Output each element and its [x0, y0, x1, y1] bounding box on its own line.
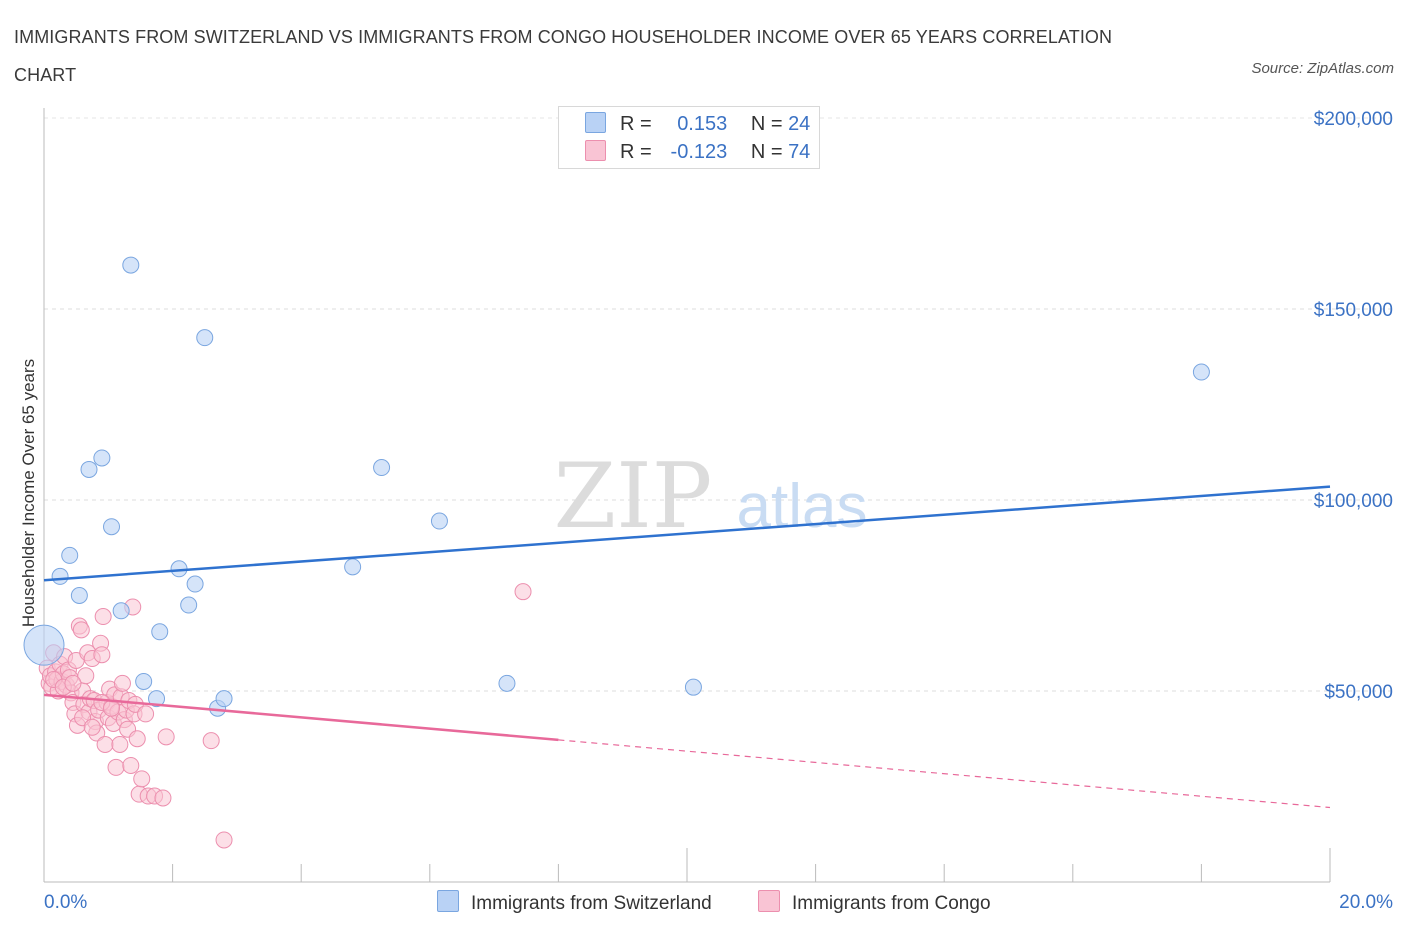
switzerland-point: [80, 460, 98, 478]
watermark: ZIP atlas: [554, 444, 868, 549]
congo-trend-line-extrapolated: [558, 739, 1331, 809]
bottom-legend-swatch-pink: [758, 890, 780, 912]
switzerland-point: [344, 558, 362, 576]
watermark-zip: ZIP: [554, 444, 713, 549]
switzerland-point: [186, 575, 204, 593]
congo-point: [72, 621, 90, 639]
switzerland-point: [51, 567, 69, 585]
congo-point: [113, 674, 131, 692]
bottom-legend-swatch-blue: [437, 890, 459, 912]
switzerland-point-large: [23, 624, 65, 666]
congo-point: [202, 732, 220, 750]
x-tick-label: 20.0%: [1339, 892, 1393, 913]
y-tick-label: $100,000: [1314, 491, 1393, 512]
source-label: Source: ZipAtlas.com: [1251, 60, 1394, 77]
axes: [43, 108, 1331, 883]
congo-point: [154, 789, 172, 807]
congo-point: [128, 730, 146, 748]
grid-lines: [44, 117, 1394, 692]
switzerland-point: [1192, 363, 1210, 381]
legend-row-switzerland: R = 0.153 N = 24: [585, 111, 810, 137]
x-tick-label: 0.0%: [44, 892, 87, 913]
bottom-legend-switzerland: Immigrants from Switzerland: [437, 890, 712, 915]
bottom-legend-label: Immigrants from Congo: [792, 893, 991, 914]
switzerland-point: [215, 690, 233, 708]
legend-r-value: -0.123: [670, 141, 728, 163]
congo-point: [94, 608, 112, 626]
y-axis-label: Householder Income Over 65 years: [19, 358, 38, 628]
congo-point: [137, 705, 155, 723]
congo-point: [122, 756, 140, 774]
y-tick-label: $200,000: [1314, 109, 1393, 130]
switzerland-point: [70, 587, 88, 604]
legend-n-value: 24: [788, 113, 811, 135]
switzerland-point: [103, 518, 121, 536]
y-tick-label: $150,000: [1314, 300, 1393, 321]
congo-point: [133, 770, 151, 788]
switzerland-points: [23, 256, 1210, 717]
switzerland-point: [61, 546, 79, 564]
congo-point: [107, 758, 125, 776]
congo-point: [93, 646, 111, 664]
legend-r-value: 0.153: [677, 113, 728, 135]
switzerland-point: [112, 602, 130, 620]
switzerland-point: [430, 512, 448, 530]
chart-title: IMMIGRANTS FROM SWITZERLAND VS IMMIGRANT…: [14, 27, 1113, 85]
legend-swatch-pink: [585, 140, 606, 161]
switzerland-point: [122, 256, 140, 274]
legend-n-label: N =: [750, 113, 783, 135]
switzerland-point: [148, 690, 166, 708]
switzerland-point: [373, 459, 391, 477]
tick-labels: $50,000 $100,000 $150,000 $200,000 0.0% 20.0%: [44, 109, 1393, 913]
switzerland-point: [180, 596, 198, 614]
bottom-legend-congo: Immigrants from Congo: [758, 890, 991, 915]
switzerland-point: [151, 623, 169, 641]
correlation-legend: R = 0.153 N = 24 R = -0.123 N = 74: [558, 106, 820, 169]
legend-r-label: R =: [620, 141, 652, 163]
congo-points: [38, 583, 532, 849]
congo-point: [157, 728, 175, 746]
congo-point: [111, 735, 129, 753]
congo-point: [96, 735, 114, 753]
y-tick-label: $50,000: [1324, 682, 1393, 703]
switzerland-point: [684, 678, 702, 696]
legend-r-label: R =: [620, 113, 652, 135]
legend-swatch-blue: [585, 112, 606, 133]
congo-point: [83, 718, 101, 736]
watermark-atlas: atlas: [737, 472, 868, 541]
congo-point: [103, 699, 121, 717]
legend-n-value: 74: [788, 141, 811, 163]
congo-trend-line: [43, 693, 559, 742]
congo-point: [514, 583, 532, 601]
switzerland-point: [93, 449, 111, 467]
bottom-legend-label: Immigrants from Switzerland: [471, 893, 712, 914]
legend-n-label: N =: [750, 141, 783, 163]
congo-point: [64, 674, 82, 692]
switzerland-point: [498, 674, 516, 692]
switzerland-point: [135, 672, 153, 690]
congo-point: [215, 831, 233, 849]
switzerland-point: [196, 329, 214, 347]
congo-point: [77, 667, 95, 685]
legend-row-congo: R = -0.123 N = 74: [585, 139, 810, 165]
switzerland-trend-line: [43, 485, 1331, 582]
trend-lines: [43, 485, 1331, 809]
